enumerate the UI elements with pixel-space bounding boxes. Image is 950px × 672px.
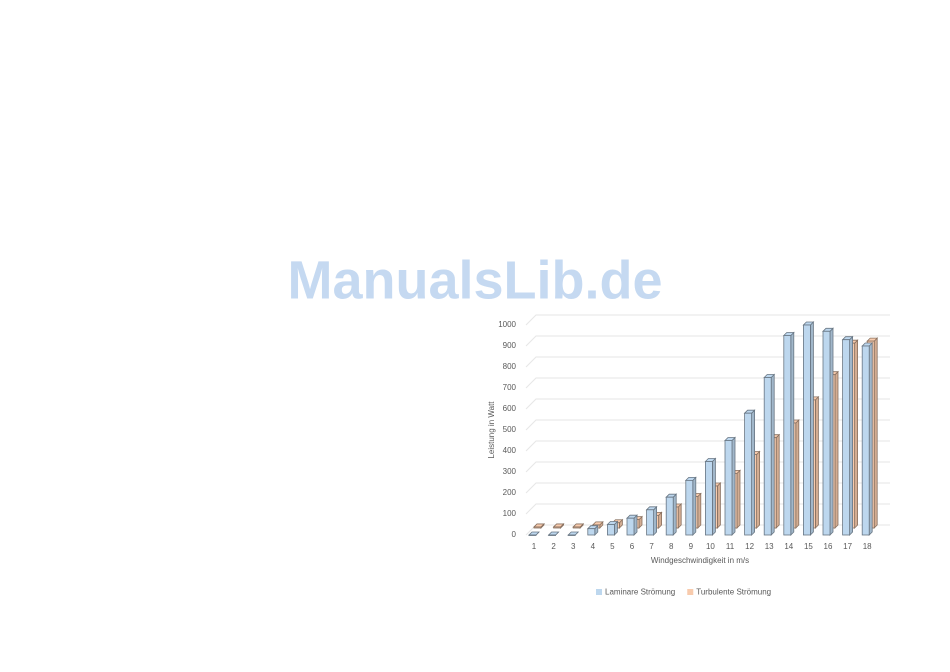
bar-side bbox=[677, 503, 682, 529]
x-tick-label: 4 bbox=[591, 542, 596, 551]
y-tick-label: 100 bbox=[503, 509, 517, 518]
grid-line bbox=[525, 356, 890, 368]
legend-swatch bbox=[687, 589, 694, 595]
bar bbox=[533, 526, 542, 529]
y-tick-label: 400 bbox=[503, 446, 517, 455]
bar bbox=[803, 324, 811, 536]
y-axis-label: Leistung in Watt bbox=[487, 401, 496, 459]
bar bbox=[822, 330, 831, 536]
x-axis-label: Windgeschwindigkeit in m/s bbox=[651, 556, 749, 565]
watermark: ManualsLib.de bbox=[287, 250, 662, 310]
bar bbox=[783, 335, 792, 536]
bar-side bbox=[775, 433, 780, 529]
bar-side bbox=[795, 419, 800, 529]
y-tick-label: 200 bbox=[503, 488, 517, 497]
x-tick-label: 13 bbox=[765, 542, 774, 551]
bar bbox=[607, 524, 615, 536]
bar-side bbox=[829, 327, 834, 536]
legend-label: Laminare Strömung bbox=[605, 588, 675, 597]
bar bbox=[744, 412, 752, 536]
bar bbox=[567, 534, 576, 536]
bar-side bbox=[692, 476, 697, 536]
bar bbox=[548, 534, 556, 536]
bar bbox=[665, 496, 674, 536]
bar-side bbox=[653, 505, 657, 536]
x-tick-label: 15 bbox=[804, 542, 813, 551]
bar-side bbox=[756, 450, 760, 529]
x-tick-label: 16 bbox=[824, 542, 833, 551]
y-tick-label: 800 bbox=[503, 362, 517, 371]
bar-top bbox=[567, 531, 580, 536]
bar-top bbox=[547, 531, 560, 536]
y-tick-label: 900 bbox=[503, 341, 517, 350]
bar bbox=[626, 517, 635, 536]
bar bbox=[842, 339, 850, 536]
bar-side bbox=[834, 370, 839, 529]
bar-side bbox=[790, 331, 795, 536]
x-tick-label: 1 bbox=[532, 542, 537, 551]
x-tick-label: 5 bbox=[610, 542, 615, 551]
x-tick-label: 9 bbox=[689, 542, 694, 551]
bar-side bbox=[697, 492, 702, 529]
y-tick-label: 0 bbox=[512, 530, 517, 539]
bar-side bbox=[810, 321, 814, 536]
bar-side bbox=[815, 395, 819, 529]
bar-side bbox=[751, 409, 755, 536]
x-tick-label: 14 bbox=[784, 542, 793, 551]
x-tick-label: 18 bbox=[863, 542, 872, 551]
grid-line bbox=[525, 314, 890, 326]
bar bbox=[763, 377, 772, 536]
bar-side bbox=[868, 342, 873, 536]
x-tick-label: 10 bbox=[706, 542, 715, 551]
y-tick-label: 700 bbox=[503, 383, 517, 392]
bar-side bbox=[849, 335, 853, 536]
x-tick-label: 7 bbox=[649, 542, 654, 551]
bar-side bbox=[672, 493, 677, 536]
bar bbox=[587, 528, 596, 536]
x-tick-label: 2 bbox=[551, 542, 556, 551]
y-tick-label: 500 bbox=[503, 425, 517, 434]
bar bbox=[685, 479, 694, 536]
bar bbox=[646, 509, 654, 536]
bar-side bbox=[731, 436, 736, 536]
x-tick-label: 8 bbox=[669, 542, 674, 551]
bar bbox=[553, 526, 561, 529]
bar-side bbox=[854, 339, 858, 529]
bar bbox=[528, 534, 537, 536]
bar-side bbox=[736, 469, 741, 529]
bar bbox=[861, 345, 870, 536]
bar bbox=[705, 461, 713, 536]
bar bbox=[724, 440, 733, 536]
bar bbox=[572, 526, 581, 529]
grid-line bbox=[525, 335, 890, 347]
bar-side bbox=[770, 373, 775, 536]
bar-side bbox=[717, 482, 721, 529]
y-tick-label: 600 bbox=[503, 404, 517, 413]
x-tick-label: 17 bbox=[843, 542, 852, 551]
legend-swatch bbox=[596, 589, 602, 595]
y-tick-label: 300 bbox=[503, 467, 517, 476]
y-tick-label: 1000 bbox=[498, 320, 516, 329]
x-tick-label: 3 bbox=[571, 542, 576, 551]
x-tick-label: 11 bbox=[726, 542, 735, 551]
bar-top bbox=[528, 531, 540, 536]
bar-side bbox=[873, 337, 878, 529]
x-tick-label: 12 bbox=[745, 542, 754, 551]
legend-label: Turbulente Strömung bbox=[696, 588, 771, 597]
bar-side bbox=[712, 457, 716, 536]
x-tick-label: 6 bbox=[630, 542, 635, 551]
